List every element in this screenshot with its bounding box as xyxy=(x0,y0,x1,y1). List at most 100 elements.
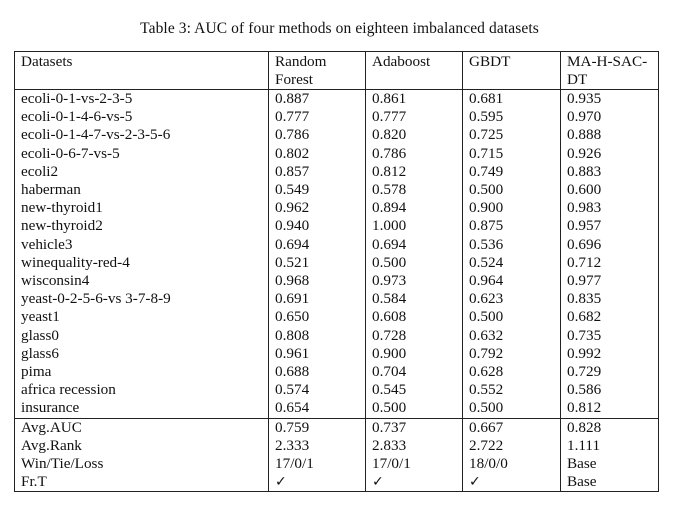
table-row: wisconsin4 0.968 0.973 0.964 0.977 xyxy=(14,272,659,291)
table-row: vehicle3 0.694 0.694 0.536 0.696 xyxy=(14,235,659,254)
table-row: ecoli-0-6-7-vs-5 0.802 0.786 0.715 0.926 xyxy=(14,144,659,163)
random-forest-cell: 0.691 xyxy=(268,290,366,309)
random-forest-cell: 0.857 xyxy=(268,162,366,182)
dataset-cell: new-thyroid1 xyxy=(14,199,269,218)
random-forest-cell: 0.777 xyxy=(268,108,366,127)
table-header: Datasets Random Forest Adaboost GBDT MA-… xyxy=(14,51,659,90)
gbdt-cell: 0.964 xyxy=(462,272,561,291)
adaboost-cell: 0.786 xyxy=(365,144,463,163)
dataset-cell: glass6 xyxy=(14,344,269,364)
random-forest-cell: 0.940 xyxy=(268,217,366,236)
dataset-cell: yeast1 xyxy=(14,308,269,327)
summary-row: Avg.Rank 2.333 2.833 2.722 1.111 xyxy=(14,436,659,456)
ma-h-sac-dt-cell: 0.735 xyxy=(560,326,659,345)
random-forest-cell: 0.574 xyxy=(268,381,366,400)
table-row: winequality-red-4 0.521 0.500 0.524 0.712 xyxy=(14,253,659,273)
dataset-cell: ecoli2 xyxy=(14,162,269,182)
adaboost-cell: 2.833 xyxy=(365,436,463,456)
table-row: haberman 0.549 0.578 0.500 0.600 xyxy=(14,181,659,200)
ma-h-sac-dt-cell: 0.682 xyxy=(560,308,659,327)
ma-h-sac-dt-cell: 0.812 xyxy=(560,399,659,419)
ma-h-sac-dt-cell: 0.888 xyxy=(560,126,659,145)
adaboost-cell: 1.000 xyxy=(365,217,463,236)
random-forest-cell: 2.333 xyxy=(268,436,366,456)
adaboost-cell: 0.578 xyxy=(365,181,463,200)
adaboost-cell: 17/0/1 xyxy=(365,455,463,474)
dataset-cell: Avg.Rank xyxy=(14,436,269,456)
summary-row: Fr.T ✓ ✓ ✓ Base xyxy=(14,473,659,493)
dataset-cell: ecoli-0-1-4-7-vs-2-3-5-6 xyxy=(14,126,269,145)
dataset-cell: vehicle3 xyxy=(14,235,269,254)
auc-table: Datasets Random Forest Adaboost GBDT MA-… xyxy=(14,51,659,493)
ma-h-sac-dt-cell: 0.926 xyxy=(560,144,659,163)
random-forest-cell: ✓ xyxy=(268,473,366,493)
gbdt-cell: 0.667 xyxy=(462,417,561,437)
random-forest-cell: 0.808 xyxy=(268,326,366,345)
dataset-cell: ecoli-0-6-7-vs-5 xyxy=(14,144,269,163)
adaboost-cell: 0.777 xyxy=(365,108,463,127)
gbdt-cell: 0.500 xyxy=(462,308,561,327)
ma-h-sac-dt-cell: 0.586 xyxy=(560,381,659,400)
summary-row: Avg.AUC 0.759 0.737 0.667 0.828 xyxy=(14,417,659,437)
random-forest-cell: 0.694 xyxy=(268,235,366,254)
dataset-cell: ecoli-0-1-4-6-vs-5 xyxy=(14,108,269,127)
adaboost-cell: 0.500 xyxy=(365,399,463,419)
adaboost-cell: 0.694 xyxy=(365,235,463,254)
random-forest-cell: 0.802 xyxy=(268,144,366,163)
table-row: glass0 0.808 0.728 0.632 0.735 xyxy=(14,326,659,345)
gbdt-cell: 0.524 xyxy=(462,253,561,273)
ma-h-sac-dt-cell: 0.983 xyxy=(560,199,659,218)
adaboost-cell: 0.728 xyxy=(365,326,463,345)
adaboost-cell: 0.737 xyxy=(365,417,463,437)
gbdt-cell: 0.552 xyxy=(462,381,561,400)
dataset-cell: winequality-red-4 xyxy=(14,253,269,273)
table-row: ecoli2 0.857 0.812 0.749 0.883 xyxy=(14,162,659,182)
ma-h-sac-dt-cell: 0.883 xyxy=(560,162,659,182)
ma-h-sac-dt-cell: 0.712 xyxy=(560,253,659,273)
gbdt-cell: 18/0/0 xyxy=(462,455,561,474)
table-row: new-thyroid2 0.940 1.000 0.875 0.957 xyxy=(14,217,659,236)
table-row: glass6 0.961 0.900 0.792 0.992 xyxy=(14,344,659,364)
header-gbdt: GBDT xyxy=(462,51,561,90)
ma-h-sac-dt-cell: 0.729 xyxy=(560,363,659,382)
header-adaboost: Adaboost xyxy=(365,51,463,90)
gbdt-cell: 0.595 xyxy=(462,108,561,127)
gbdt-cell: 0.500 xyxy=(462,181,561,200)
dataset-cell: yeast-0-2-5-6-vs 3-7-8-9 xyxy=(14,290,269,309)
dataset-cell: new-thyroid2 xyxy=(14,217,269,236)
random-forest-cell: 17/0/1 xyxy=(268,455,366,474)
header-datasets: Datasets xyxy=(14,51,269,90)
ma-h-sac-dt-cell: 0.935 xyxy=(560,89,659,109)
random-forest-cell: 0.887 xyxy=(268,89,366,109)
random-forest-cell: 0.786 xyxy=(268,126,366,145)
random-forest-cell: 0.962 xyxy=(268,199,366,218)
gbdt-cell: 0.749 xyxy=(462,162,561,182)
random-forest-cell: 0.549 xyxy=(268,181,366,200)
ma-h-sac-dt-cell: Base xyxy=(560,473,659,493)
gbdt-cell: 0.628 xyxy=(462,363,561,382)
adaboost-cell: 0.861 xyxy=(365,89,463,109)
ma-h-sac-dt-cell: 0.970 xyxy=(560,108,659,127)
adaboost-cell: 0.900 xyxy=(365,344,463,364)
dataset-cell: wisconsin4 xyxy=(14,272,269,291)
gbdt-cell: 0.715 xyxy=(462,144,561,163)
gbdt-cell: 0.623 xyxy=(462,290,561,309)
adaboost-cell: 0.704 xyxy=(365,363,463,382)
adaboost-cell: 0.820 xyxy=(365,126,463,145)
random-forest-cell: 0.968 xyxy=(268,272,366,291)
summary-row: Win/Tie/Loss 17/0/1 17/0/1 18/0/0 Base xyxy=(14,455,659,474)
adaboost-cell: 0.973 xyxy=(365,272,463,291)
dataset-cell: glass0 xyxy=(14,326,269,345)
table-row: new-thyroid1 0.962 0.894 0.900 0.983 xyxy=(14,199,659,218)
adaboost-cell: 0.608 xyxy=(365,308,463,327)
adaboost-cell: 0.584 xyxy=(365,290,463,309)
random-forest-cell: 0.759 xyxy=(268,417,366,437)
random-forest-cell: 0.650 xyxy=(268,308,366,327)
dataset-cell: ecoli-0-1-vs-2-3-5 xyxy=(14,89,269,109)
table-row: ecoli-0-1-4-7-vs-2-3-5-6 0.786 0.820 0.725 0… xyxy=(14,126,659,145)
header-ma-h-sac-dt: MA-H-SAC-DT xyxy=(560,51,659,90)
ma-h-sac-dt-cell: 0.600 xyxy=(560,181,659,200)
table-row: ecoli-0-1-vs-2-3-5 0.887 0.861 0.681 0.935 xyxy=(14,89,659,109)
table-row: yeast-0-2-5-6-vs 3-7-8-9 0.691 0.584 0.623 0… xyxy=(14,290,659,309)
ma-h-sac-dt-cell: 0.828 xyxy=(560,417,659,437)
